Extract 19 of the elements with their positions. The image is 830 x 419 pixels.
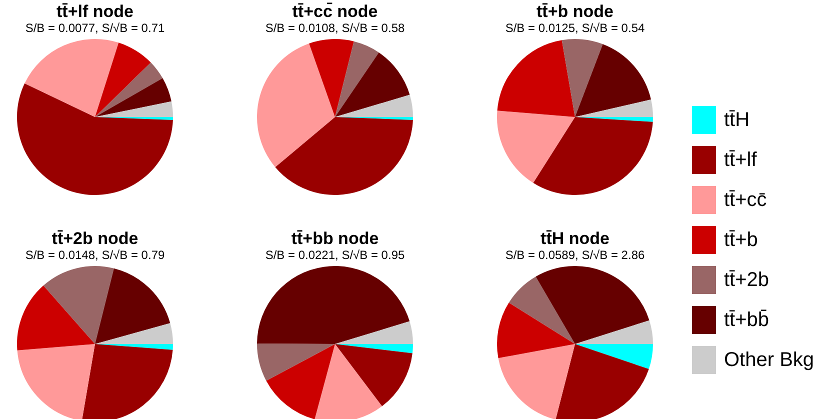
legend-label: tt̄+b <box>724 228 758 252</box>
legend-label: tt̄+bb̄ <box>724 308 770 332</box>
chart-title: tt̄H node <box>540 229 610 248</box>
chart-subtitle: S/B = 0.0077, S/√B = 0.71 <box>24 21 166 35</box>
legend-label: tt̄+2b <box>724 268 770 292</box>
legend-label: tt̄+cc̄ <box>724 188 767 212</box>
legend-label: Other Bkg <box>724 348 814 372</box>
chart-subtitle: S/B = 0.0125, S/√B = 0.54 <box>504 21 646 35</box>
legend-label: tt̄+lf <box>724 148 757 172</box>
chart-subtitle: S/B = 0.0108, S/√B = 0.58 <box>264 21 406 35</box>
chart-title: tt̄+b node <box>536 2 614 21</box>
chart-subtitle: S/B = 0.0589, S/√B = 2.86 <box>504 248 646 262</box>
chart-title: tt̄+lf node <box>56 2 134 21</box>
chart-title: tt̄+2b node <box>50 229 140 248</box>
chart-title: tt̄+bb node <box>290 229 380 248</box>
chart-subtitle: S/B = 0.0148, S/√B = 0.79 <box>24 248 166 262</box>
legend-label: tt̄H <box>724 108 750 132</box>
chart-subtitle: S/B = 0.0221, S/√B = 0.95 <box>264 248 406 262</box>
chart-title: tt̄+cc̄ node <box>291 2 379 21</box>
